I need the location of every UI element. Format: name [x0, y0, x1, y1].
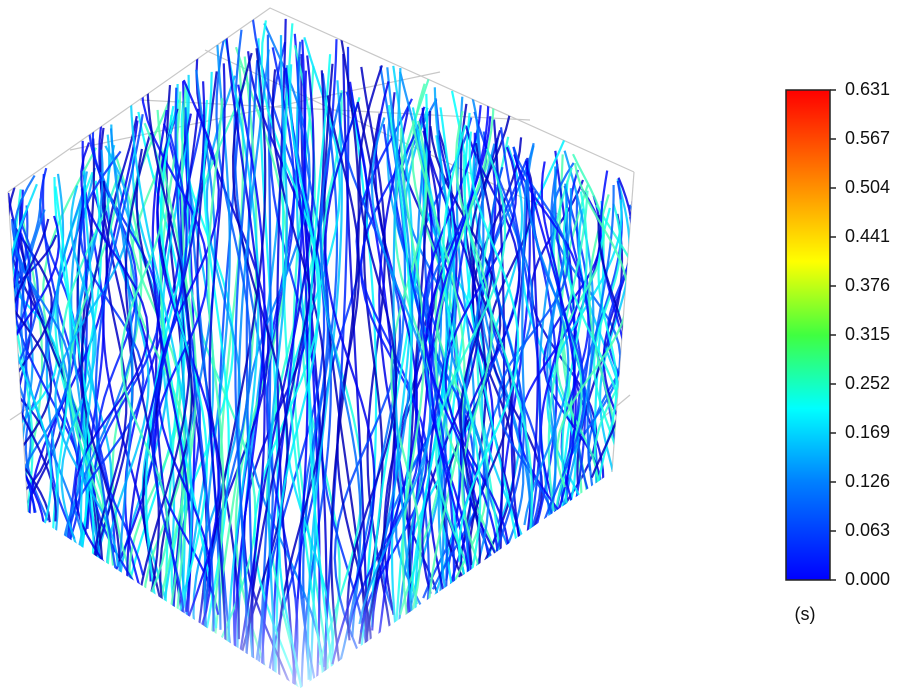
figure: 0.631 0.567 0.504 0.441 0.376 0.315 0.252 0.169… — [0, 0, 911, 688]
colorbar-tick-label: 0.631 — [845, 79, 890, 99]
colorbar-tick-label: 0.504 — [845, 177, 890, 197]
colorbar-tick-label: 0.315 — [845, 324, 890, 344]
colorbar-tick-label: 0.063 — [845, 520, 890, 540]
colorbar-tick-label: 0.441 — [845, 226, 890, 246]
colorbar-tick-label: 0.000 — [845, 569, 890, 589]
colorbar-ticks: 0.631 0.567 0.504 0.441 0.376 0.315 0.252 0.169… — [830, 79, 890, 589]
colorbar — [786, 90, 830, 580]
colorbar-tick-label: 0.567 — [845, 128, 890, 148]
colorbar-tick-label: 0.126 — [845, 471, 890, 491]
colorbar-tick-label: 0.169 — [845, 422, 890, 442]
colorbar-tick-label: 0.252 — [845, 373, 890, 393]
streamline — [0, 218, 11, 511]
colorbar-tick-label: 0.376 — [845, 275, 890, 295]
colorbar-unit: (s) — [795, 604, 816, 624]
